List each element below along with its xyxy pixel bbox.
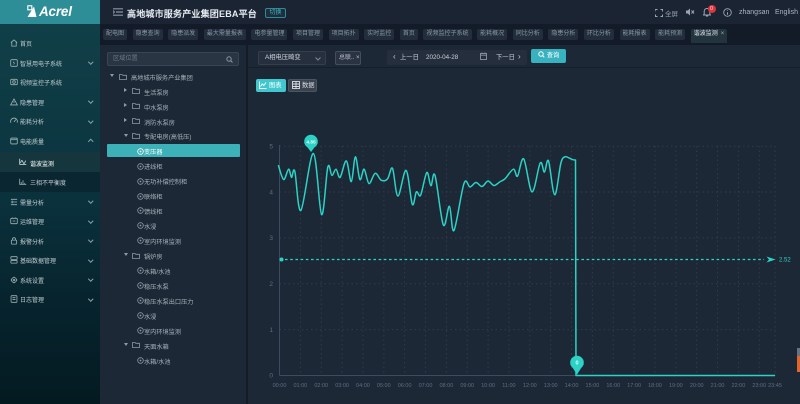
svg-text:11:00: 11:00 (502, 383, 515, 389)
svg-text:19:00: 19:00 (669, 383, 683, 389)
svg-text:15:00: 15:00 (586, 383, 600, 389)
svg-text:23:45: 23:45 (768, 383, 782, 389)
svg-text:22:00: 22:00 (732, 383, 746, 389)
svg-text:0: 0 (269, 373, 273, 380)
svg-text:14:00: 14:00 (565, 383, 579, 389)
svg-text:02:00: 02:00 (314, 383, 328, 389)
svg-text:3: 3 (269, 235, 273, 242)
svg-text:0: 0 (575, 361, 578, 367)
svg-text:1: 1 (269, 327, 273, 334)
svg-text:07:00: 07:00 (419, 383, 433, 389)
svg-text:05:00: 05:00 (377, 383, 391, 389)
svg-text:03:00: 03:00 (335, 383, 349, 389)
svg-text:17:00: 17:00 (627, 383, 641, 389)
svg-text:2.52: 2.52 (779, 258, 791, 264)
svg-text:06:00: 06:00 (398, 383, 412, 389)
svg-text:08:00: 08:00 (439, 383, 453, 389)
svg-text:10:00: 10:00 (481, 383, 495, 389)
svg-text:4: 4 (269, 189, 273, 196)
svg-text:4.85: 4.85 (306, 140, 316, 146)
svg-text:13:00: 13:00 (544, 383, 558, 389)
svg-text:18:00: 18:00 (648, 383, 662, 389)
svg-text:21:00: 21:00 (711, 383, 725, 389)
svg-text:2: 2 (269, 281, 273, 288)
svg-text:16:00: 16:00 (606, 383, 620, 389)
svg-text:01:00: 01:00 (293, 383, 307, 389)
svg-text:23:00: 23:00 (752, 383, 766, 389)
svg-text:20:00: 20:00 (690, 383, 704, 389)
svg-text:09:00: 09:00 (460, 383, 474, 389)
svg-text:12:00: 12:00 (523, 383, 537, 389)
svg-text:04:00: 04:00 (356, 383, 370, 389)
svg-text:5: 5 (269, 143, 273, 150)
svg-text:00:00: 00:00 (273, 383, 287, 389)
